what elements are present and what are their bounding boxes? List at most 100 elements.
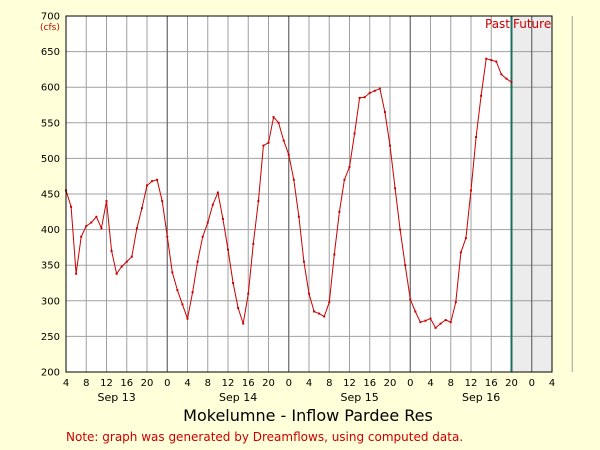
day-label: Sep 13	[98, 391, 136, 404]
x-tick-label: 4	[306, 378, 312, 389]
data-point	[323, 315, 326, 318]
data-point	[353, 132, 356, 135]
data-point	[480, 94, 483, 97]
data-point	[120, 265, 123, 268]
y-unit-label: (cfs)	[40, 23, 60, 33]
data-point	[105, 200, 108, 203]
x-tick-label: 0	[286, 378, 292, 389]
data-point	[328, 301, 331, 304]
data-point	[363, 96, 366, 99]
data-point	[394, 187, 397, 190]
past-label: Past	[485, 17, 510, 31]
data-point	[211, 203, 214, 206]
data-point	[292, 178, 295, 181]
data-point	[389, 144, 391, 147]
x-tick-label: 4	[184, 378, 190, 389]
y-tick-label: 450	[41, 190, 60, 201]
data-point	[191, 291, 194, 294]
x-tick-label: 8	[326, 378, 332, 389]
data-point	[100, 227, 103, 230]
data-point	[146, 184, 148, 187]
plot-frame	[65, 15, 553, 373]
data-point	[282, 139, 285, 142]
data-point	[227, 248, 229, 251]
day-separator-lines	[166, 16, 533, 372]
x-tick-label: 20	[505, 378, 518, 389]
data-point	[464, 237, 467, 240]
data-point	[262, 144, 265, 147]
x-tick-label: 0	[164, 378, 170, 389]
x-tick-label: 16	[363, 378, 376, 389]
data-point	[156, 178, 159, 181]
data-point	[297, 215, 300, 218]
data-point	[373, 89, 376, 92]
x-tick-label: 8	[205, 378, 211, 389]
data-point	[419, 321, 422, 324]
data-point	[500, 73, 503, 76]
data-point	[409, 298, 412, 301]
data-point	[166, 235, 169, 238]
y-tick-label: 200	[41, 368, 60, 379]
data-point	[318, 312, 321, 315]
y-tick-label: 350	[41, 261, 60, 272]
data-point	[242, 322, 245, 325]
data-points	[65, 57, 513, 329]
data-point	[272, 116, 275, 119]
data-point	[459, 251, 462, 254]
x-tick-label: 0	[529, 378, 535, 389]
data-point	[348, 165, 351, 168]
data-point	[424, 319, 427, 322]
future-label: Future	[513, 17, 551, 31]
chart-note: Note: graph was generated by Dreamflows,…	[66, 430, 463, 444]
x-tick-label: 12	[100, 378, 113, 389]
data-point	[90, 221, 93, 224]
data-point	[434, 326, 437, 329]
data-point	[176, 289, 179, 292]
y-tick-labels: 200 250 300 350 400 450 500 550 600 650 700	[41, 12, 60, 379]
y-tick-label: 400	[41, 225, 60, 236]
day-label: Sep 16	[462, 391, 500, 404]
data-point	[358, 96, 361, 99]
x-tick-label: 20	[141, 378, 154, 389]
x-tick-label: 20	[384, 378, 397, 389]
day-labels: Sep 13 Sep 14 Sep 15 Sep 16	[98, 391, 501, 404]
data-point	[216, 191, 219, 194]
x-tick-label: 4	[427, 378, 433, 389]
data-point	[277, 121, 280, 124]
data-point	[308, 292, 310, 295]
data-point	[490, 59, 493, 62]
data-point	[470, 189, 472, 192]
data-point	[110, 249, 113, 252]
data-point	[125, 260, 128, 263]
data-point	[439, 322, 442, 325]
x-tick-label: 8	[83, 378, 89, 389]
data-point	[333, 253, 336, 256]
y-tick-label: 550	[41, 118, 60, 129]
data-point	[485, 57, 488, 60]
data-point	[267, 141, 270, 144]
data-point	[181, 303, 184, 306]
data-point	[252, 242, 255, 245]
x-tick-label: 12	[222, 378, 235, 389]
data-point	[196, 260, 199, 263]
data-point	[257, 200, 260, 203]
data-point	[85, 225, 88, 228]
data-point	[454, 301, 457, 304]
data-point	[368, 91, 371, 94]
x-tick-label: 12	[465, 378, 478, 389]
x-tick-labels: 4 8 12 16 20 0 4 8 12 16 20 0 4 8 12 16 20 0 4 8 12 16 20 0 4	[63, 378, 555, 389]
data-point	[151, 180, 154, 183]
x-tick-label: 16	[242, 378, 255, 389]
chart-title: Mokelumne - Inflow Pardee Res	[183, 406, 433, 425]
y-tick-label: 650	[41, 47, 60, 58]
y-tick-label: 700	[41, 12, 60, 23]
data-point	[140, 207, 143, 210]
x-tick-label: 4	[549, 378, 555, 389]
data-point	[302, 260, 305, 263]
day-label: Sep 15	[341, 391, 379, 404]
data-point	[378, 87, 381, 90]
y-tick-label: 500	[41, 154, 60, 165]
data-point	[383, 111, 386, 114]
data-point	[232, 282, 235, 284]
